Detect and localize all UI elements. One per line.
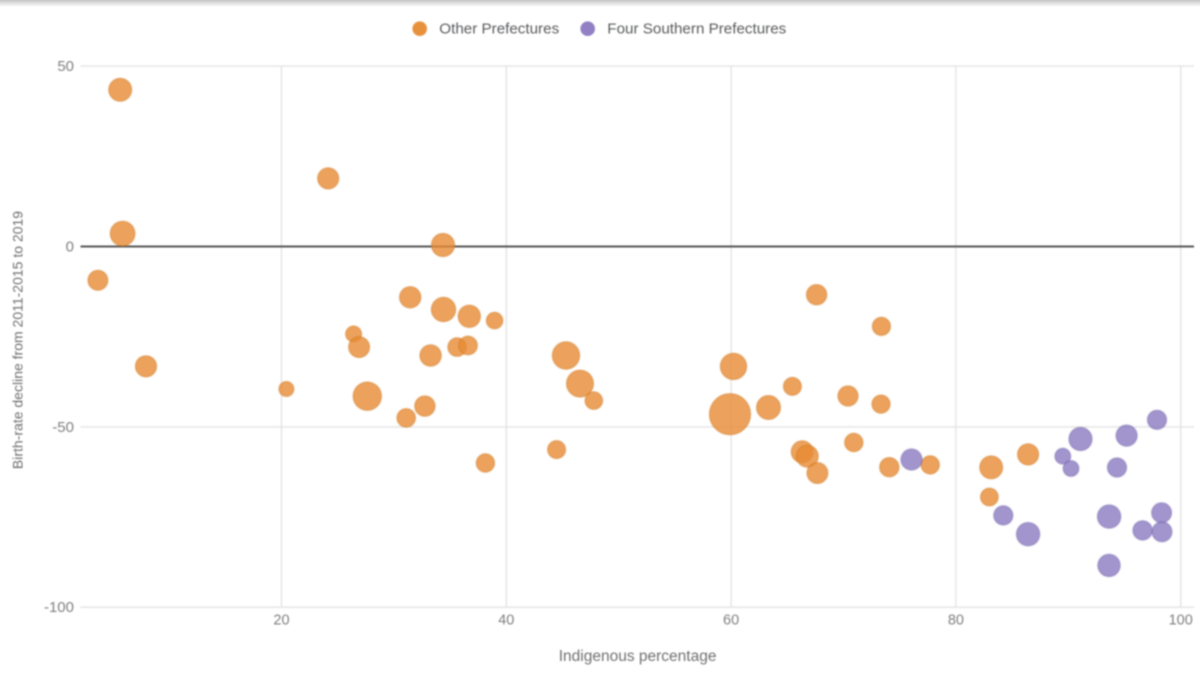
svg-text:50: 50 xyxy=(57,58,74,75)
svg-text:-100: -100 xyxy=(44,599,74,616)
svg-text:60: 60 xyxy=(723,613,739,629)
svg-text:100: 100 xyxy=(1169,613,1193,629)
svg-text:40: 40 xyxy=(498,613,514,629)
svg-text:Other Prefectures: Other Prefectures xyxy=(439,21,559,38)
svg-text:20: 20 xyxy=(273,613,289,629)
svg-text:Indigenous percentage: Indigenous percentage xyxy=(559,648,717,665)
svg-text:Birth-rate decline from 2011-2: Birth-rate decline from 2011-2015 to 201… xyxy=(10,211,26,469)
svg-text:-50: -50 xyxy=(52,419,74,436)
svg-text:80: 80 xyxy=(948,613,964,629)
svg-text:0: 0 xyxy=(66,239,74,256)
svg-text:Four Southern Prefectures: Four Southern Prefectures xyxy=(607,21,786,38)
